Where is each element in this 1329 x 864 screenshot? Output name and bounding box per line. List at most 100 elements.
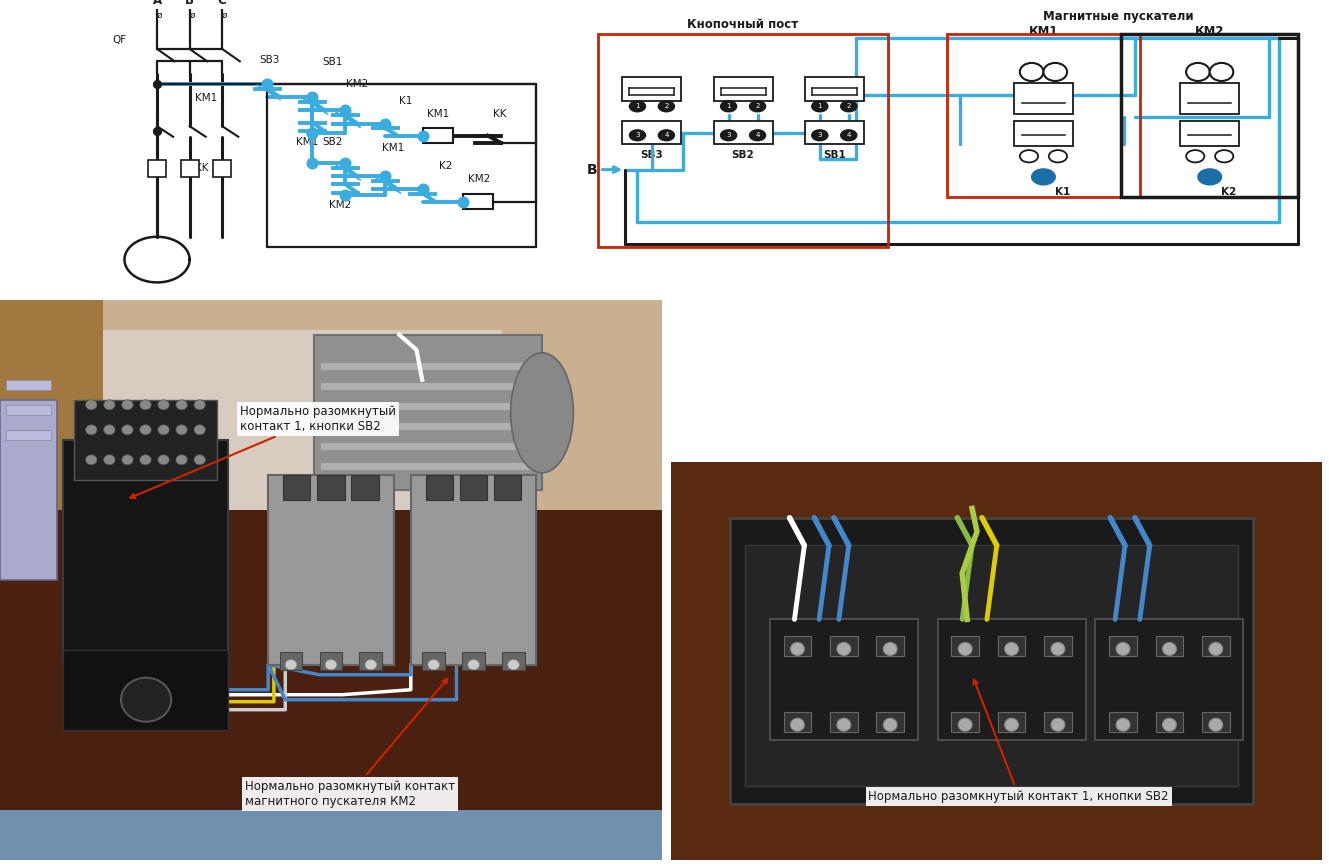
Bar — [1045, 712, 1071, 732]
Point — [412, 129, 433, 143]
Circle shape — [104, 454, 116, 465]
Circle shape — [175, 425, 187, 435]
Circle shape — [468, 660, 480, 670]
Text: A: A — [153, 0, 162, 7]
Circle shape — [1031, 169, 1055, 185]
Circle shape — [1051, 643, 1065, 656]
Text: 1: 1 — [635, 104, 639, 110]
Text: KM1: KM1 — [427, 109, 449, 119]
Point — [146, 124, 167, 138]
Ellipse shape — [1209, 63, 1233, 81]
Bar — [494, 475, 521, 499]
Circle shape — [104, 400, 116, 410]
Circle shape — [1163, 643, 1176, 656]
Point — [452, 194, 473, 208]
Bar — [102, 330, 502, 510]
Bar — [622, 121, 682, 144]
Bar — [319, 651, 343, 670]
Circle shape — [85, 454, 97, 465]
Circle shape — [428, 660, 440, 670]
Bar — [319, 442, 537, 450]
Point — [375, 117, 396, 130]
Bar — [62, 440, 229, 660]
Circle shape — [286, 660, 296, 670]
Circle shape — [791, 718, 804, 731]
Bar — [148, 160, 166, 177]
Point — [375, 169, 396, 183]
Bar — [0, 300, 102, 510]
Text: K2: K2 — [1221, 187, 1236, 197]
Text: QF: QF — [112, 35, 126, 45]
Point — [412, 182, 433, 196]
Text: C: C — [218, 0, 227, 7]
Text: K1: K1 — [399, 96, 412, 106]
Circle shape — [812, 101, 828, 111]
Bar — [423, 651, 445, 670]
Circle shape — [841, 130, 857, 141]
Text: KM1: KM1 — [194, 93, 217, 103]
Ellipse shape — [1185, 63, 1209, 81]
Text: Магнитные пускатели: Магнитные пускатели — [1043, 10, 1193, 23]
Text: KM2: KM2 — [468, 174, 490, 184]
Text: KM1: KM1 — [381, 143, 404, 153]
Text: K2: K2 — [439, 161, 452, 171]
Text: SB3: SB3 — [641, 149, 663, 160]
Bar — [0, 400, 57, 580]
Circle shape — [194, 400, 206, 410]
Bar — [1180, 83, 1239, 113]
Text: SB2: SB2 — [323, 137, 343, 147]
Bar — [462, 651, 485, 670]
Bar — [283, 475, 311, 499]
Bar — [937, 619, 1086, 740]
Circle shape — [140, 454, 152, 465]
Circle shape — [1116, 718, 1130, 731]
Circle shape — [630, 101, 646, 111]
Bar — [998, 636, 1026, 657]
Text: 4: 4 — [847, 132, 851, 138]
Bar — [0, 300, 662, 510]
Circle shape — [140, 425, 152, 435]
Point — [302, 90, 323, 104]
Bar — [1110, 712, 1136, 732]
Bar — [319, 362, 537, 370]
Bar — [1156, 636, 1183, 657]
Circle shape — [1163, 718, 1176, 731]
Circle shape — [122, 454, 133, 465]
Bar — [5, 429, 52, 440]
Point — [335, 104, 356, 118]
Bar — [319, 422, 537, 429]
Text: Нормально разомкнутый
контакт 1, кнопки SB2: Нормально разомкнутый контакт 1, кнопки … — [130, 404, 396, 499]
Bar — [1180, 121, 1239, 146]
Circle shape — [194, 425, 206, 435]
Text: 1: 1 — [727, 104, 731, 110]
Text: В: В — [586, 162, 597, 176]
Circle shape — [1051, 718, 1065, 731]
Point — [302, 126, 323, 140]
Bar — [876, 636, 904, 657]
Text: ø: ø — [157, 11, 162, 20]
Bar — [423, 128, 453, 143]
Bar — [784, 636, 811, 657]
Circle shape — [194, 454, 206, 465]
Bar — [314, 335, 542, 490]
Circle shape — [837, 718, 851, 731]
Bar — [1014, 121, 1073, 146]
Circle shape — [750, 101, 766, 111]
Bar — [181, 160, 198, 177]
Circle shape — [122, 400, 133, 410]
Text: KM2: KM2 — [330, 200, 351, 210]
Bar — [5, 405, 52, 415]
Circle shape — [812, 130, 828, 141]
Bar — [784, 712, 811, 732]
Circle shape — [158, 454, 169, 465]
Circle shape — [122, 425, 133, 435]
Text: 3: 3 — [635, 132, 639, 138]
Circle shape — [958, 718, 971, 731]
Circle shape — [1116, 643, 1130, 656]
Point — [335, 187, 356, 201]
Bar — [1201, 712, 1229, 732]
Point — [335, 156, 356, 170]
Text: 3: 3 — [817, 132, 823, 138]
Bar — [952, 712, 979, 732]
Ellipse shape — [1043, 63, 1067, 81]
